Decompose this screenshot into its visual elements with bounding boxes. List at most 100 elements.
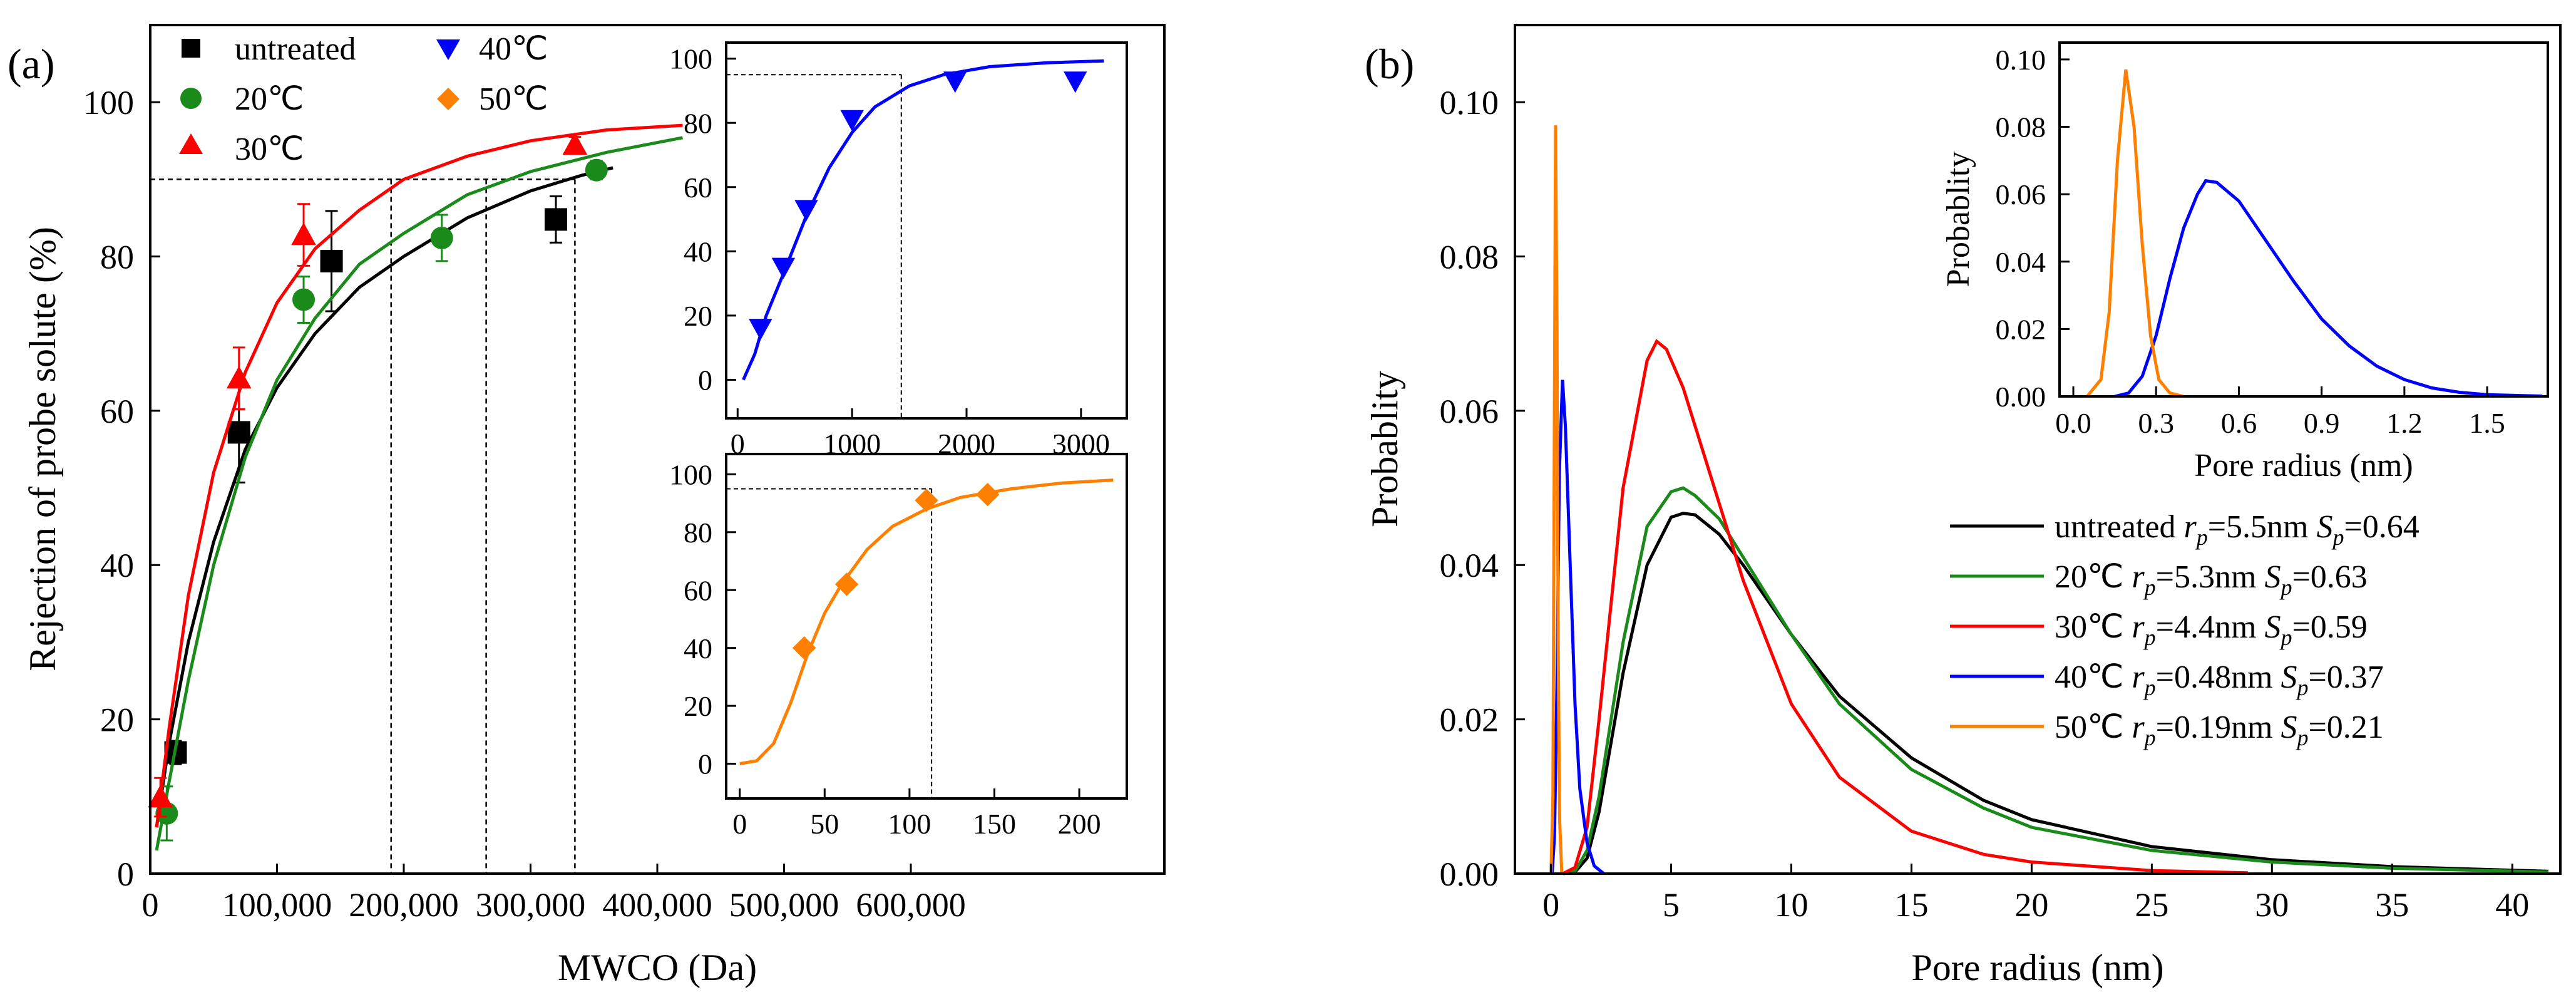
legend-marker-untreated bbox=[182, 39, 200, 58]
inset-data-point-40℃ bbox=[840, 110, 864, 132]
panel-a-xtick-label: 300,000 bbox=[476, 886, 586, 924]
inset-b: 0.0 0.3 0.6 0.9 1.2 1.5 0.00 0.02 0.04 0.06 0.08 0.… bbox=[1941, 41, 2549, 483]
inset-b-xlabel: Pore radius (nm) bbox=[2194, 448, 2413, 483]
data-point-30℃ bbox=[291, 222, 316, 245]
distribution-curve-30℃ bbox=[1562, 339, 2248, 875]
inset-ytick-label: 100 bbox=[669, 43, 712, 75]
data-point-30℃ bbox=[226, 366, 252, 389]
inset-b-xtick-label: 0.0 bbox=[2055, 407, 2091, 439]
legend-entry-30℃: 30℃ rp=4.4nm Sp=0.59 bbox=[2055, 609, 2368, 650]
inset-xtick-label: 150 bbox=[973, 808, 1016, 840]
panel-a-xtick-label: 500,000 bbox=[729, 886, 839, 924]
inset-data-point-40℃ bbox=[794, 200, 818, 222]
legend-marker-50c bbox=[437, 88, 459, 110]
inset-50c: 0 50 100 150 200 0 20 40 60 80 100 bbox=[669, 453, 1128, 840]
inset-b-ytick-label: 0.00 bbox=[1996, 381, 2046, 413]
legend-label-40c: 40℃ bbox=[479, 31, 548, 67]
inset-ytick-label: 20 bbox=[684, 300, 712, 332]
panel-a-ytick-label: 40 bbox=[100, 547, 134, 584]
inset-b-ylabel: Probablity bbox=[1941, 152, 1976, 287]
legend-label-30c: 30℃ bbox=[235, 132, 304, 167]
panel-b-xtick-label: 10 bbox=[1774, 886, 1808, 924]
inset-fit-curve-40℃ bbox=[742, 59, 1104, 381]
inset-b-frame bbox=[2058, 41, 2549, 398]
legend-marker-20c bbox=[180, 88, 202, 109]
fit-curve-20℃ bbox=[155, 136, 683, 851]
panel-a-xlabel: MWCO (Da) bbox=[558, 947, 757, 988]
fit-curve-untreated bbox=[155, 166, 613, 828]
panel-a: (a) 0 100,000 200,000 300,000 400,000 500,000… bbox=[8, 24, 1166, 988]
inset-b-xtick-label: 1.5 bbox=[2469, 407, 2505, 439]
inset-data-point-40℃ bbox=[943, 71, 967, 93]
panel-a-ytick-label: 80 bbox=[100, 238, 134, 276]
panel-b-ytick-label: 0.10 bbox=[1440, 84, 1499, 121]
data-point-20℃ bbox=[430, 226, 453, 249]
panel-a-ylabel: Rejection of probe solute (%) bbox=[22, 227, 63, 671]
inset-ytick-label: 100 bbox=[669, 458, 712, 490]
inset-ytick-label: 60 bbox=[684, 172, 712, 204]
legend-entry-50℃: 50℃ rp=0.19nm Sp=0.21 bbox=[2055, 710, 2384, 750]
inset-ytick-label: 60 bbox=[684, 574, 712, 606]
inset-distribution-curve-50℃ bbox=[2086, 69, 2184, 398]
data-point-20℃ bbox=[585, 158, 608, 182]
panel-b-legend: untreated rp=5.5nm Sp=0.64 20℃ rp=5.3nm S… bbox=[1950, 509, 2419, 750]
data-point-20℃ bbox=[292, 288, 316, 311]
inset-ytick-label: 20 bbox=[684, 690, 712, 722]
panel-a-xtick-label: 100,000 bbox=[222, 886, 332, 924]
inset-data-point-50℃ bbox=[793, 636, 816, 660]
panel-b-xtick-label: 15 bbox=[1894, 886, 1928, 924]
panel-b-xtick-label: 0 bbox=[1542, 886, 1559, 924]
inset-ytick-label: 80 bbox=[684, 517, 712, 549]
data-point-untreated bbox=[320, 249, 343, 272]
distribution-curve-untreated bbox=[1563, 512, 2548, 875]
fit-curve-30℃ bbox=[155, 123, 683, 828]
panel-b: (b) 0 5 10 15 20 25 30 35 40 0.00 0.02 0.04 0.06 0.08… bbox=[1364, 24, 2562, 988]
inset-data-point-40℃ bbox=[771, 257, 796, 279]
inset-data-point-50℃ bbox=[915, 488, 938, 512]
inset-fit-curve-50℃ bbox=[739, 478, 1114, 765]
inset-distribution-curve-40℃ bbox=[2114, 178, 2543, 398]
inset-b-ytick-label: 0.04 bbox=[1996, 246, 2046, 278]
inset-b-xtick-label: 0.9 bbox=[2304, 407, 2340, 439]
panel-b-ytick-label: 0.02 bbox=[1440, 701, 1499, 739]
panel-b-label: (b) bbox=[1365, 40, 1414, 88]
panel-b-ytick-label: 0.04 bbox=[1440, 547, 1499, 584]
legend-entry-20℃: 20℃ rp=5.3nm Sp=0.63 bbox=[2055, 559, 2368, 600]
data-point-30℃ bbox=[148, 785, 173, 808]
data-point-30℃ bbox=[562, 132, 588, 155]
panel-a-ytick-label: 100 bbox=[83, 84, 134, 121]
inset-ytick-label: 40 bbox=[684, 235, 712, 267]
legend-entry-40℃: 40℃ rp=0.48nm Sp=0.37 bbox=[2055, 659, 2384, 700]
panel-b-xlabel: Pore radius (nm) bbox=[1911, 947, 2163, 988]
inset-b-xtick-label: 0.3 bbox=[2138, 407, 2174, 439]
inset-b-ytick-label: 0.06 bbox=[1996, 178, 2046, 210]
panel-b-ytick-label: 0.00 bbox=[1440, 855, 1499, 893]
data-point-untreated bbox=[227, 421, 250, 444]
inset-b-xtick-label: 0.6 bbox=[2221, 407, 2257, 439]
panel-b-xtick-label: 35 bbox=[2375, 886, 2409, 924]
panel-b-ytick-label: 0.06 bbox=[1440, 393, 1499, 430]
panel-b-xtick-label: 40 bbox=[2495, 886, 2529, 924]
inset-b-ytick-label: 0.10 bbox=[1996, 44, 2046, 76]
data-point-untreated bbox=[545, 208, 567, 231]
inset-xtick-label: 0 bbox=[732, 808, 747, 840]
panel-a-label: (a) bbox=[8, 40, 54, 88]
panel-a-xtick-label: 0 bbox=[142, 886, 159, 924]
inset-50c-frame bbox=[725, 453, 1128, 800]
panel-a-ytick-label: 20 bbox=[100, 701, 134, 739]
legend-entry-untreated: untreated rp=5.5nm Sp=0.64 bbox=[2055, 509, 2419, 550]
inset-xtick-label: 50 bbox=[810, 808, 839, 840]
panel-a-xtick-label: 200,000 bbox=[349, 886, 459, 924]
inset-ytick-label: 0 bbox=[698, 364, 712, 396]
panel-a-legend: untreated 20℃ 30℃ 40℃ 50℃ bbox=[179, 31, 548, 167]
legend-label-untreated: untreated bbox=[235, 31, 356, 67]
inset-b-xtick-label: 1.2 bbox=[2386, 407, 2423, 439]
panel-b-frame bbox=[1514, 24, 2562, 875]
panel-b-xtick-label: 25 bbox=[2135, 886, 2168, 924]
panel-a-ytick-label: 60 bbox=[100, 393, 134, 430]
distribution-curve-40℃ bbox=[1551, 380, 1605, 875]
panel-a-ytick-label: 0 bbox=[117, 855, 134, 893]
legend-label-20c: 20℃ bbox=[235, 81, 304, 117]
